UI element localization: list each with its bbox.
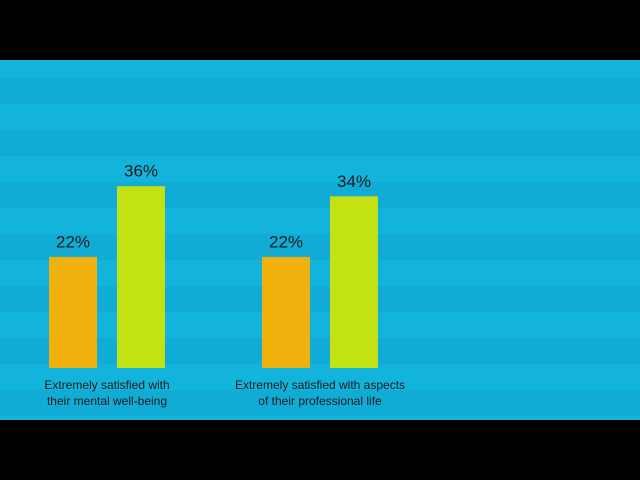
bar	[117, 186, 165, 368]
value-label: 34%	[337, 172, 371, 191]
category-label: Extremely satisfied with	[44, 378, 169, 392]
category-label: Extremely satisfied with aspects	[235, 378, 405, 392]
bar	[49, 256, 97, 368]
background	[0, 60, 640, 420]
category-label: their mental well-being	[47, 394, 167, 408]
value-label: 22%	[269, 232, 303, 251]
category-label: of their professional life	[258, 394, 382, 408]
value-label: 36%	[124, 162, 158, 181]
bar	[330, 196, 378, 368]
value-label: 22%	[56, 232, 90, 251]
bar	[262, 256, 310, 368]
